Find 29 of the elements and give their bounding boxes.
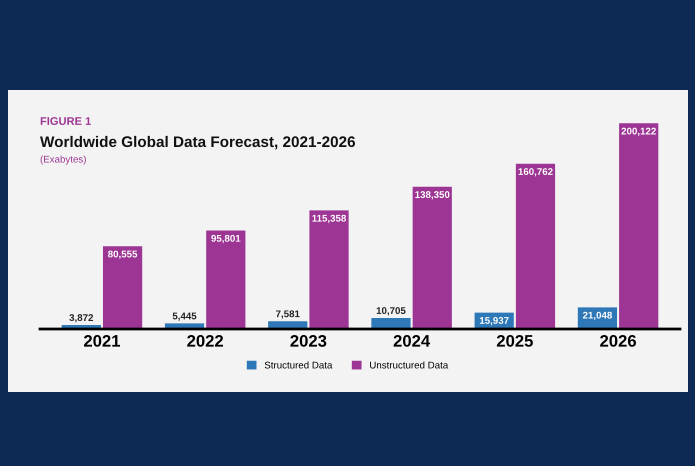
x-tick-label: 2021 xyxy=(84,334,120,347)
data-label: 95,801 xyxy=(211,234,240,244)
x-tick-label: 2024 xyxy=(394,334,430,347)
data-label: 21,048 xyxy=(582,312,612,320)
bar xyxy=(102,246,142,329)
bar xyxy=(412,186,452,329)
annotation: FIGURE 1 xyxy=(40,117,91,125)
data-label: 15,937 xyxy=(480,316,509,326)
x-tick-label: 2022 xyxy=(187,334,224,347)
data-label: 138,350 xyxy=(415,191,450,200)
data-label: 10,705 xyxy=(376,307,406,316)
bar xyxy=(619,123,658,329)
bar xyxy=(516,164,556,329)
data-label: 80,555 xyxy=(108,250,138,259)
x-tick-label: 2023 xyxy=(290,334,326,347)
bar xyxy=(309,210,349,329)
x-tick-label: 2025 xyxy=(496,334,533,347)
legend-label: Structured Data xyxy=(264,361,332,369)
data-label: 3,872 xyxy=(69,314,94,322)
data-label: 200,122 xyxy=(621,128,656,136)
text: (Exabytes) xyxy=(40,155,86,165)
data-label: 115,358 xyxy=(312,214,346,224)
data-label: 5,445 xyxy=(172,312,196,321)
x-tick-label: 2026 xyxy=(600,334,636,347)
text: Worldwide Global Data Forecast, 2021-2026 xyxy=(40,136,356,150)
data-label: 7,581 xyxy=(276,310,300,319)
legend-label: Unstructured Data xyxy=(370,361,448,369)
bar xyxy=(206,230,246,329)
data-label: 160,762 xyxy=(518,168,553,176)
